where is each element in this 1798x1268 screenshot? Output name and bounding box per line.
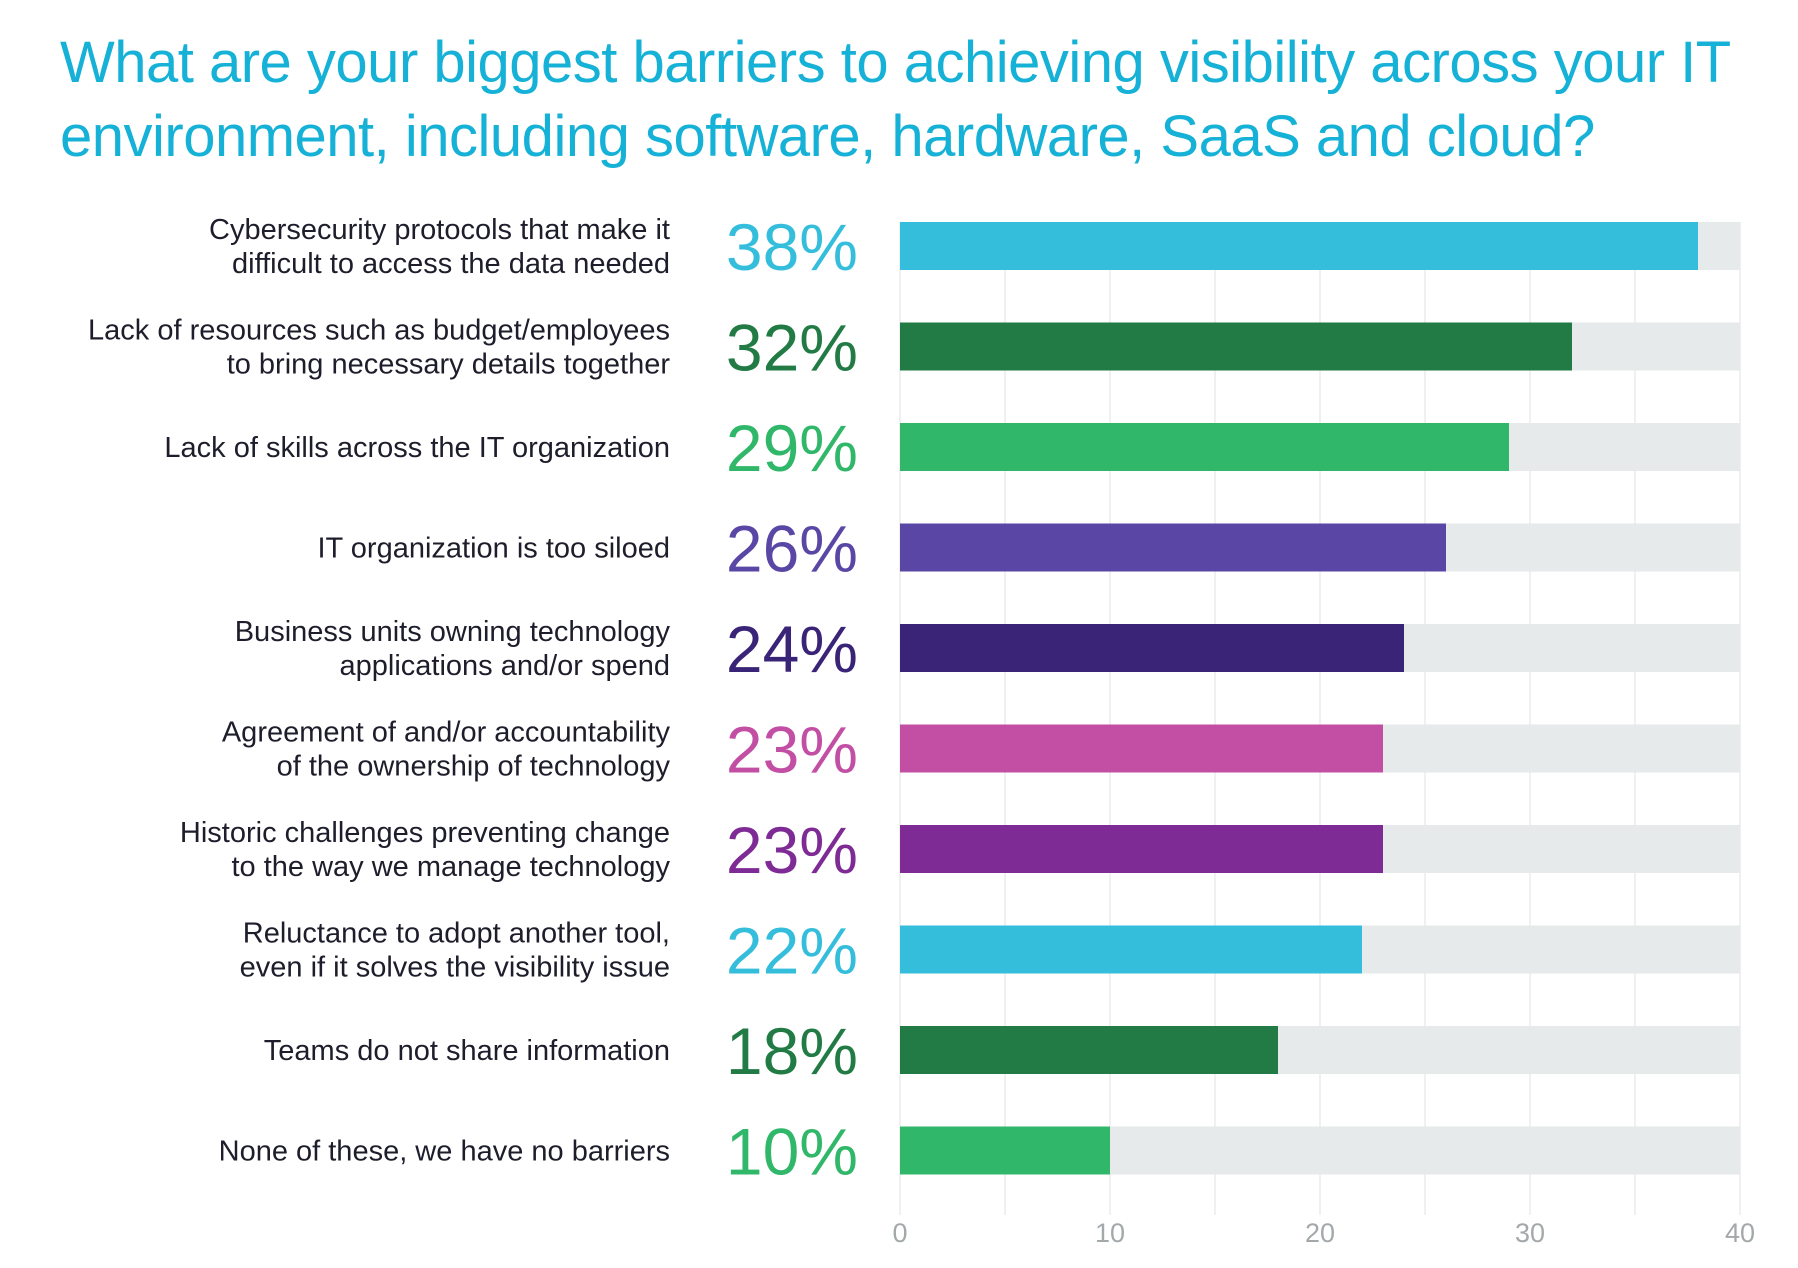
category-label: Agreement of and/or accountability	[222, 717, 671, 749]
value-label: 32%	[726, 311, 858, 385]
category-label: Teams do not share information	[264, 1035, 670, 1067]
bar	[900, 925, 1362, 974]
bar	[900, 1126, 1110, 1175]
category-label: Business units owning technology	[235, 616, 671, 648]
category-label: Historic challenges preventing change	[180, 817, 670, 849]
bar	[900, 322, 1572, 371]
category-label: to bring necessary details together	[227, 349, 671, 381]
category-label: Lack of resources such as budget/employe…	[88, 315, 670, 347]
value-label: 10%	[726, 1115, 858, 1189]
category-label: None of these, we have no barriers	[219, 1136, 670, 1168]
x-tick-label: 40	[1725, 1218, 1755, 1248]
bar	[900, 825, 1383, 873]
bar	[900, 523, 1446, 572]
x-tick-label: 20	[1305, 1218, 1335, 1248]
value-label: 24%	[726, 612, 858, 686]
category-label: IT organization is too siloed	[317, 533, 670, 565]
bar	[900, 423, 1509, 471]
value-label: 18%	[726, 1014, 858, 1088]
value-label: 22%	[726, 914, 858, 988]
value-label: 23%	[726, 713, 858, 787]
value-label: 23%	[726, 813, 858, 887]
value-label: 29%	[726, 411, 858, 485]
category-label: Reluctance to adopt another tool,	[243, 918, 670, 950]
x-tick-label: 10	[1095, 1218, 1125, 1248]
bar	[900, 724, 1383, 773]
x-tick-label: 30	[1515, 1218, 1545, 1248]
category-label: to the way we manage technology	[232, 851, 671, 883]
x-tick-label: 0	[892, 1218, 907, 1248]
bar	[900, 624, 1404, 672]
chart-title: What are your biggest barriers to achiev…	[60, 30, 1730, 169]
category-label: of the ownership of technology	[277, 751, 671, 783]
category-label: Cybersecurity protocols that make it	[209, 214, 670, 246]
category-label: difficult to access the data needed	[232, 248, 670, 280]
category-label: even if it solves the visibility issue	[240, 952, 670, 984]
category-label: Lack of skills across the IT organizatio…	[164, 432, 670, 464]
category-label: applications and/or spend	[339, 650, 670, 682]
bar	[900, 1026, 1278, 1074]
value-label: 38%	[726, 210, 858, 284]
value-label: 26%	[726, 512, 858, 586]
bar	[900, 222, 1698, 270]
